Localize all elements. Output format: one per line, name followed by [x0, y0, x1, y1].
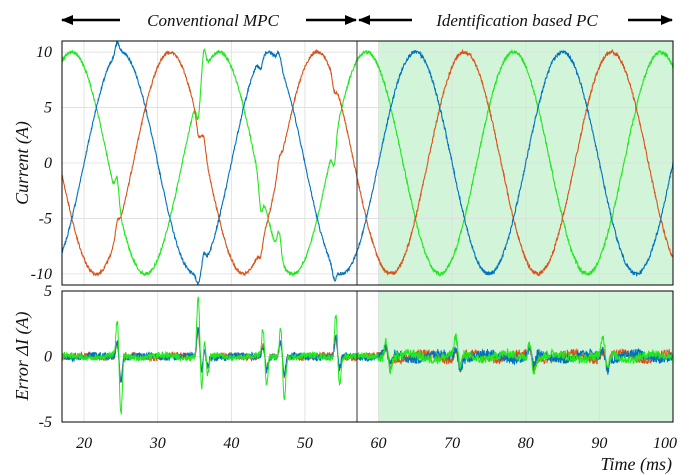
y-tick-label: 5 [44, 100, 52, 117]
x-tick-label: 90 [591, 435, 607, 452]
banner-right-label: Identification based PC [435, 11, 598, 30]
current-yticks: -10 -5 0 5 10 [31, 44, 52, 283]
banner: Conventional MPC Identification based PC [61, 11, 673, 30]
x-tick-label: 100 [653, 435, 677, 452]
error-series-c [61, 296, 674, 415]
error-frame [61, 290, 674, 423]
y-tick-label: 0 [44, 155, 52, 172]
x-tick-label: 50 [297, 435, 313, 452]
x-tick-label: 70 [444, 435, 460, 452]
current-series-b [61, 48, 674, 277]
x-tick-label: 80 [518, 435, 534, 452]
current-series-a [61, 41, 674, 285]
y-tick-label: -5 [39, 210, 52, 227]
current-panel: -10 -5 0 5 10 Current (A) [12, 40, 674, 286]
current-series-c [61, 47, 674, 278]
x-axis-label: Time (ms) [601, 454, 673, 475]
x-ticks: 20 30 40 50 60 70 80 90 100 [76, 435, 677, 452]
y-tick-label: 5 [44, 283, 52, 300]
y-tick-label: 0 [44, 349, 52, 366]
y-tick-label: -5 [39, 414, 52, 431]
current-ylabel: Current (A) [12, 121, 33, 205]
error-ylabel: Error ΔI (A) [12, 312, 33, 402]
x-tick-label: 40 [223, 435, 239, 452]
y-tick-label: 10 [36, 44, 52, 61]
current-frame [61, 40, 674, 286]
error-yticks: -5 0 5 [39, 283, 52, 431]
x-tick-label: 30 [149, 435, 166, 452]
x-tick-label: 20 [76, 435, 92, 452]
x-tick-label: 60 [371, 435, 387, 452]
banner-left-label: Conventional MPC [147, 11, 279, 30]
error-panel: -5 0 5 Error ΔI (A) [12, 283, 674, 431]
y-tick-label: -10 [31, 266, 52, 283]
